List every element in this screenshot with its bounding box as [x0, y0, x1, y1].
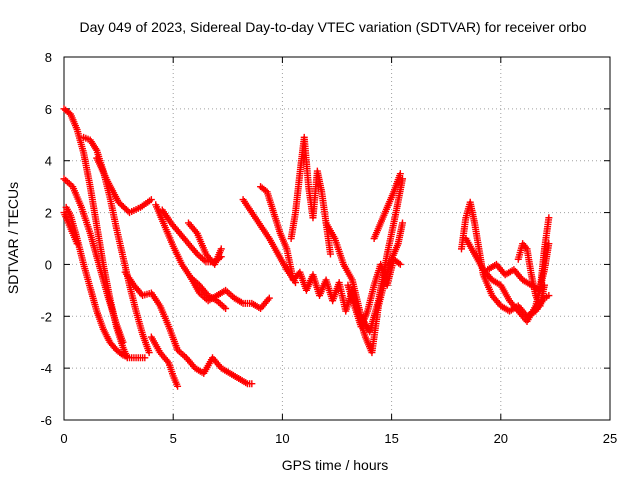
data-point — [217, 245, 225, 253]
y-axis-label: SDTVAR / TECUs — [5, 182, 21, 294]
x-tick-label: 15 — [384, 431, 398, 446]
chart-title: Day 049 of 2023, Sidereal Day-to-day VTE… — [79, 19, 586, 35]
y-tick-label: 0 — [45, 257, 52, 272]
y-tick-label: 2 — [45, 206, 52, 221]
series-track-e — [60, 209, 81, 248]
plot-frame — [63, 56, 611, 421]
x-tick-label: 5 — [170, 431, 177, 446]
data-point — [147, 196, 155, 204]
series-track-g — [121, 268, 256, 388]
series-track-q — [344, 255, 404, 331]
grid — [64, 57, 610, 420]
x-tick-label: 25 — [603, 431, 617, 446]
data-point — [396, 260, 404, 268]
data-point — [545, 214, 553, 222]
data-point — [265, 294, 273, 302]
series-track-o — [287, 133, 334, 258]
data-point — [141, 354, 149, 362]
data-point — [145, 349, 153, 357]
data-point — [119, 338, 127, 346]
y-tick-label: -4 — [40, 361, 52, 376]
series-track-h — [147, 333, 182, 390]
x-tick-label: 0 — [60, 431, 67, 446]
data-marks — [60, 105, 553, 390]
series-track-p — [322, 175, 407, 336]
series-track-n — [257, 183, 407, 357]
x-tick-label: 20 — [494, 431, 508, 446]
data-point — [540, 281, 548, 289]
series-track-u — [484, 214, 553, 294]
y-tick-label: -2 — [40, 309, 52, 324]
series-track-v — [514, 240, 548, 310]
data-point — [174, 382, 182, 390]
x-axis-label: GPS time / hours — [282, 457, 389, 473]
series-track-r — [370, 170, 404, 242]
series-track-c — [60, 175, 127, 346]
x-tick-label: 10 — [275, 431, 289, 446]
series-track-f — [93, 154, 155, 217]
data-point — [222, 305, 230, 313]
y-tick-label: 4 — [45, 154, 52, 169]
y-tick-label: -6 — [40, 413, 52, 428]
data-point — [399, 219, 407, 227]
y-tick-label: 8 — [45, 50, 52, 65]
data-point — [545, 292, 553, 300]
series-track-m — [239, 196, 300, 287]
data-point — [326, 250, 334, 258]
data-point — [73, 240, 81, 248]
data-point — [396, 170, 404, 178]
series-track-l — [184, 219, 225, 268]
series-track-j — [187, 273, 273, 313]
y-tick-label: 6 — [45, 102, 52, 117]
data-point — [248, 380, 256, 388]
data-point — [545, 240, 553, 248]
